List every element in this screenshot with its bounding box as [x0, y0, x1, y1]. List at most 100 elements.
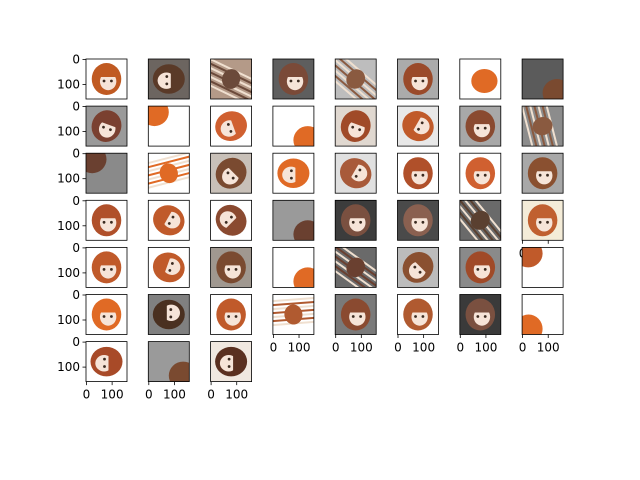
panel-frame: [147, 105, 190, 147]
image-panel: 0 100: [456, 294, 502, 355]
image-panel: [397, 58, 439, 100]
image-panel: [459, 105, 502, 147]
image-panel: [147, 152, 190, 194]
image-panel: [459, 152, 502, 194]
panel-image: [397, 153, 439, 194]
figure-head-shape: [152, 299, 185, 330]
figure-head-shape: [402, 111, 434, 142]
figure-head-shape: [152, 64, 185, 94]
x-tick-label: 100: [163, 388, 186, 402]
y-tick-label: 100: [57, 360, 80, 374]
x-tick-label: 0: [519, 341, 527, 355]
corner-shape: [293, 267, 314, 288]
figure-head-shape: [465, 298, 496, 331]
figure-head-shape: [527, 204, 558, 237]
x-tick-label: 100: [474, 341, 497, 355]
panel-image: [148, 200, 190, 241]
panel-frame: [521, 105, 564, 147]
figure-head-shape: [91, 110, 122, 142]
panel-image: [459, 106, 501, 147]
y-tick-label: 100: [57, 266, 80, 280]
panel-frame: [85, 294, 128, 335]
y-tick-label: 0: [72, 100, 80, 114]
image-panel: [397, 246, 439, 288]
panel-frame: [459, 246, 502, 288]
corner-shape: [522, 247, 543, 268]
figure-head-shape: [278, 63, 309, 95]
panel-image: [272, 59, 314, 99]
image-panel: 0 100: [57, 288, 128, 335]
figure-head-shape: [403, 157, 433, 190]
panel-image: [459, 153, 501, 194]
y-tick-label: 100: [57, 125, 80, 139]
image-panel: [521, 152, 564, 194]
figure-head-shape: [216, 251, 246, 284]
image-panel: 0 100: [207, 341, 253, 402]
panel-image: [210, 247, 252, 288]
figure-head-shape: [215, 157, 247, 189]
panel-image: [522, 153, 564, 194]
panel-image: [86, 153, 127, 194]
x-tick-label: 0: [270, 341, 278, 355]
corner-shape: [86, 153, 107, 174]
image-panel: [147, 246, 190, 288]
panel-frame: [397, 105, 439, 147]
panel-frame: [147, 294, 190, 335]
panel-image: [459, 247, 501, 288]
image-panel: 0 100: [57, 147, 128, 194]
panel-image: [210, 294, 252, 335]
panel-frame: [459, 152, 502, 194]
figure-head-shape: [340, 298, 371, 331]
panel-frame: [272, 199, 315, 241]
figure-head-shape: [91, 63, 122, 95]
panel-image: [86, 341, 127, 382]
y-tick-label: 0: [72, 288, 80, 302]
panel-image: [210, 59, 252, 99]
panel-frame: [397, 58, 439, 100]
panel-frame: [147, 152, 190, 194]
panel-image: [148, 59, 190, 99]
x-tick-label: 100: [101, 388, 124, 402]
image-panel: [459, 246, 502, 288]
panel-image: [86, 247, 127, 288]
image-panel: 0 100: [145, 341, 190, 402]
panel-image: [272, 247, 314, 288]
figure-head-shape: [402, 252, 434, 283]
x-tick-label: 100: [225, 388, 248, 402]
figure-head-shape: [91, 204, 122, 237]
figure-head-shape: [340, 110, 371, 142]
y-tick-label: 100: [57, 172, 80, 186]
figure-head-shape: [403, 63, 433, 95]
image-panel: [397, 199, 439, 241]
panel-image: [210, 200, 252, 241]
panel-frame: [521, 246, 564, 288]
corner-shape: [168, 361, 190, 382]
panel-image: [86, 294, 127, 335]
panel-frame: [272, 152, 315, 194]
panel-frame: [334, 58, 377, 100]
panel-frame: [334, 246, 377, 288]
panel-image: [397, 59, 439, 99]
panel-image: [210, 153, 252, 194]
streak-shape: [459, 200, 501, 241]
panel-frame: [459, 199, 502, 241]
panel-image: [148, 106, 190, 147]
streak-shape: [335, 59, 377, 99]
image-panel: [334, 105, 377, 147]
image-panel: [334, 199, 377, 241]
corner-shape: [293, 126, 314, 147]
x-tick-label: 0: [145, 388, 153, 402]
image-panel: [397, 105, 439, 147]
image-panel: [147, 58, 190, 100]
image-panel: [147, 294, 190, 335]
panel-frame: [521, 58, 564, 100]
panel-frame: [85, 199, 128, 241]
panel-frame: [521, 294, 564, 335]
panel-frame: [272, 105, 315, 147]
image-panel: 0 100: [57, 241, 128, 288]
panel-frame: [85, 58, 128, 100]
y-tick-label: 100: [57, 78, 80, 92]
image-panel: [210, 105, 253, 147]
panel-image: [148, 294, 190, 335]
